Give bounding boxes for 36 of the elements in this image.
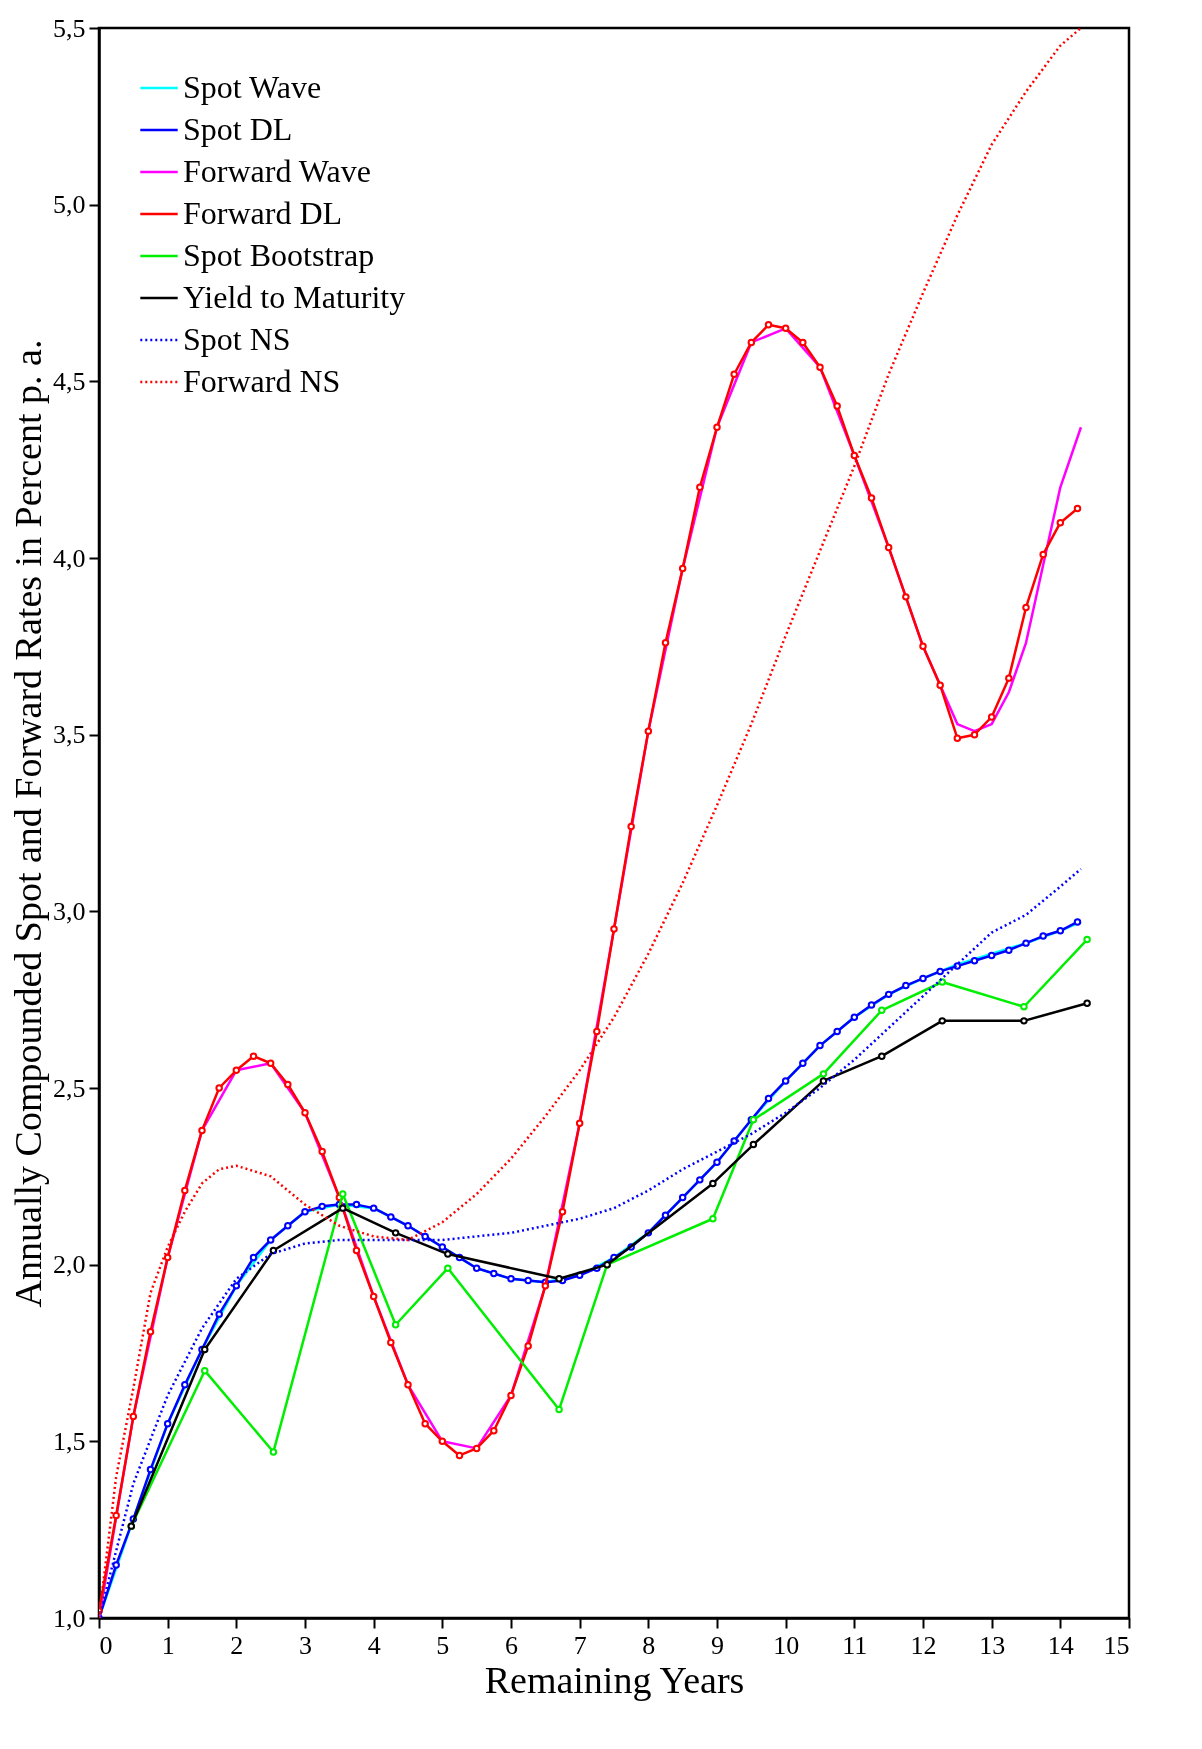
legend-label: Yield to Maturity <box>183 279 406 315</box>
legend-label: Spot Bootstrap <box>183 237 375 273</box>
legend-label: Spot Wave <box>183 69 322 105</box>
y-tick-label: 4,5 <box>53 366 86 396</box>
x-tick-label: 7 <box>573 1630 587 1660</box>
x-tick-label: 12 <box>910 1630 937 1660</box>
x-tick-label: 5 <box>436 1630 450 1660</box>
x-axis-title: Remaining Years <box>484 1658 745 1701</box>
y-tick-label: 1,5 <box>53 1426 86 1456</box>
x-tick-label: 2 <box>230 1630 244 1660</box>
y-axis-title: Annually Compounded Spot and Forward Rates in Percent p. a. <box>7 339 49 1308</box>
y-tick-label: 5,0 <box>53 190 86 220</box>
y-tick-label: 3,5 <box>53 720 86 750</box>
legend-label: Spot NS <box>183 321 291 357</box>
y-tick-label: 5,5 <box>53 13 86 43</box>
x-tick-label: 9 <box>711 1630 724 1660</box>
legend-label: Forward Wave <box>183 153 371 189</box>
x-tick-label: 10 <box>773 1630 800 1660</box>
legend-label: Forward NS <box>183 363 341 399</box>
x-tick-label: 8 <box>642 1630 656 1660</box>
x-tick-label: 3 <box>299 1630 312 1660</box>
x-tick-label: 13 <box>979 1630 1006 1660</box>
x-tick-label: 1 <box>161 1630 175 1660</box>
x-tick-label: 6 <box>505 1630 518 1660</box>
y-tick-label: 3,0 <box>53 896 86 926</box>
x-tick-label: 11 <box>842 1630 868 1660</box>
y-tick-label: 2,5 <box>53 1073 86 1103</box>
legend-label: Forward DL <box>183 195 343 231</box>
x-tick-label: 15 <box>1103 1630 1130 1660</box>
y-tick-label: 4,0 <box>53 543 86 573</box>
y-tick-label: 2,0 <box>53 1250 86 1280</box>
legend-label: Spot DL <box>183 111 293 147</box>
x-tick-label: 0 <box>99 1630 113 1660</box>
x-tick-label: 4 <box>367 1630 381 1660</box>
x-tick-label: 14 <box>1047 1630 1074 1660</box>
y-tick-label: 1,0 <box>53 1603 86 1633</box>
